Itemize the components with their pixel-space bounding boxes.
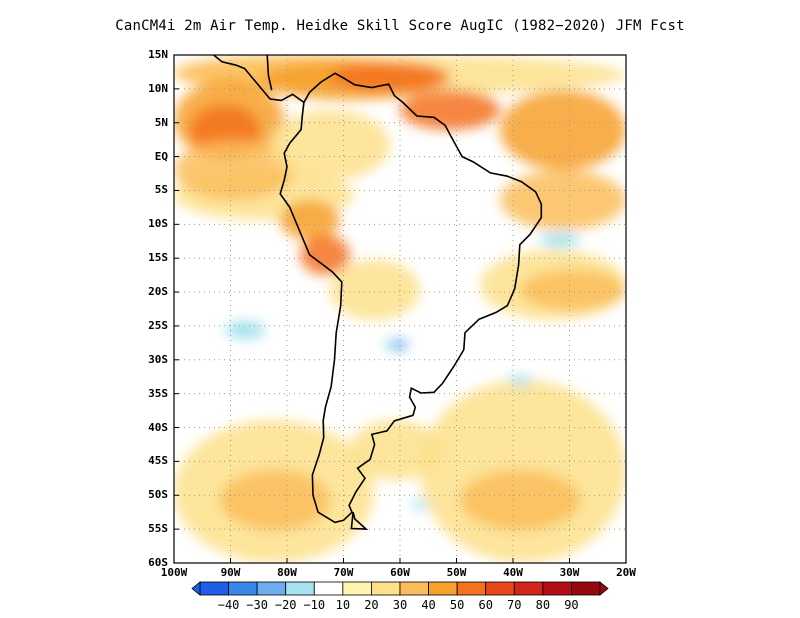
lat-label: 45S bbox=[148, 454, 168, 468]
lat-label: EQ bbox=[154, 149, 168, 163]
colorbar-label: 20 bbox=[364, 598, 379, 612]
colorbar-low-arrow bbox=[191, 581, 201, 596]
lat-label: 50S bbox=[148, 488, 168, 502]
colorbar-label: 70 bbox=[507, 598, 522, 612]
colorbar-label: 90 bbox=[564, 598, 579, 612]
lat-label: 15N bbox=[148, 48, 168, 61]
colorbar-label: 10 bbox=[335, 598, 351, 612]
lat-label: 55S bbox=[148, 522, 168, 536]
map-field bbox=[174, 55, 626, 563]
lat-label: 60S bbox=[148, 556, 168, 569]
colorbar-swatch bbox=[399, 581, 429, 596]
lat-label: 20S bbox=[148, 285, 168, 299]
colorbar-swatch bbox=[371, 581, 401, 596]
lon-label: 70W bbox=[333, 566, 354, 579]
map-title: CanCM4i 2m Air Temp. Heidke Skill Score … bbox=[115, 18, 685, 34]
colorbar-label: −40 bbox=[217, 598, 240, 612]
colorbar-label: 30 bbox=[392, 598, 408, 612]
colorbar-swatch bbox=[485, 581, 515, 596]
colorbar-label: −10 bbox=[303, 598, 326, 612]
lat-label: 10S bbox=[148, 217, 168, 231]
lat-label: 35S bbox=[148, 386, 168, 400]
colorbar-swatch bbox=[513, 581, 544, 596]
colorbar-label: −20 bbox=[274, 598, 297, 612]
lon-label: 60W bbox=[390, 566, 410, 579]
colorbar-swatch bbox=[428, 581, 458, 596]
colorbar-swatch bbox=[342, 581, 372, 596]
lat-label: 5S bbox=[154, 183, 168, 197]
colorbar-swatch bbox=[199, 581, 229, 596]
coastlines bbox=[213, 55, 543, 530]
colorbar-label: 40 bbox=[421, 598, 436, 612]
colorbar-swatch bbox=[285, 581, 315, 596]
lat-label: 5N bbox=[154, 115, 168, 129]
colorbar-swatch bbox=[313, 581, 344, 596]
colorbar-swatch bbox=[542, 581, 572, 596]
lon-label: 90W bbox=[220, 566, 241, 579]
lon-label: 100W bbox=[160, 566, 188, 579]
lat-label: 15S bbox=[148, 251, 168, 265]
lon-label: 20W bbox=[616, 566, 636, 579]
colorbar-swatch bbox=[571, 581, 601, 596]
colorbar-label: 60 bbox=[478, 598, 493, 612]
colorbar-label: −30 bbox=[246, 598, 268, 612]
colorbar-swatch bbox=[228, 581, 258, 596]
colorbar-high-arrow bbox=[599, 581, 609, 596]
lat-label: 10N bbox=[148, 81, 168, 95]
lon-label: 50W bbox=[446, 566, 467, 579]
colorbar-label: 80 bbox=[535, 598, 551, 612]
lat-label: 40S bbox=[148, 420, 168, 434]
map-grid bbox=[174, 55, 626, 563]
colorbar-swatch bbox=[256, 581, 287, 596]
lat-label: 30S bbox=[148, 352, 168, 366]
lon-label: 30W bbox=[559, 566, 580, 579]
lat-label: 25S bbox=[148, 318, 168, 332]
colorbar-swatch bbox=[456, 581, 487, 596]
colorbar-label: 50 bbox=[449, 598, 465, 612]
lon-label: 80W bbox=[277, 566, 297, 579]
lon-label: 40W bbox=[503, 566, 523, 579]
